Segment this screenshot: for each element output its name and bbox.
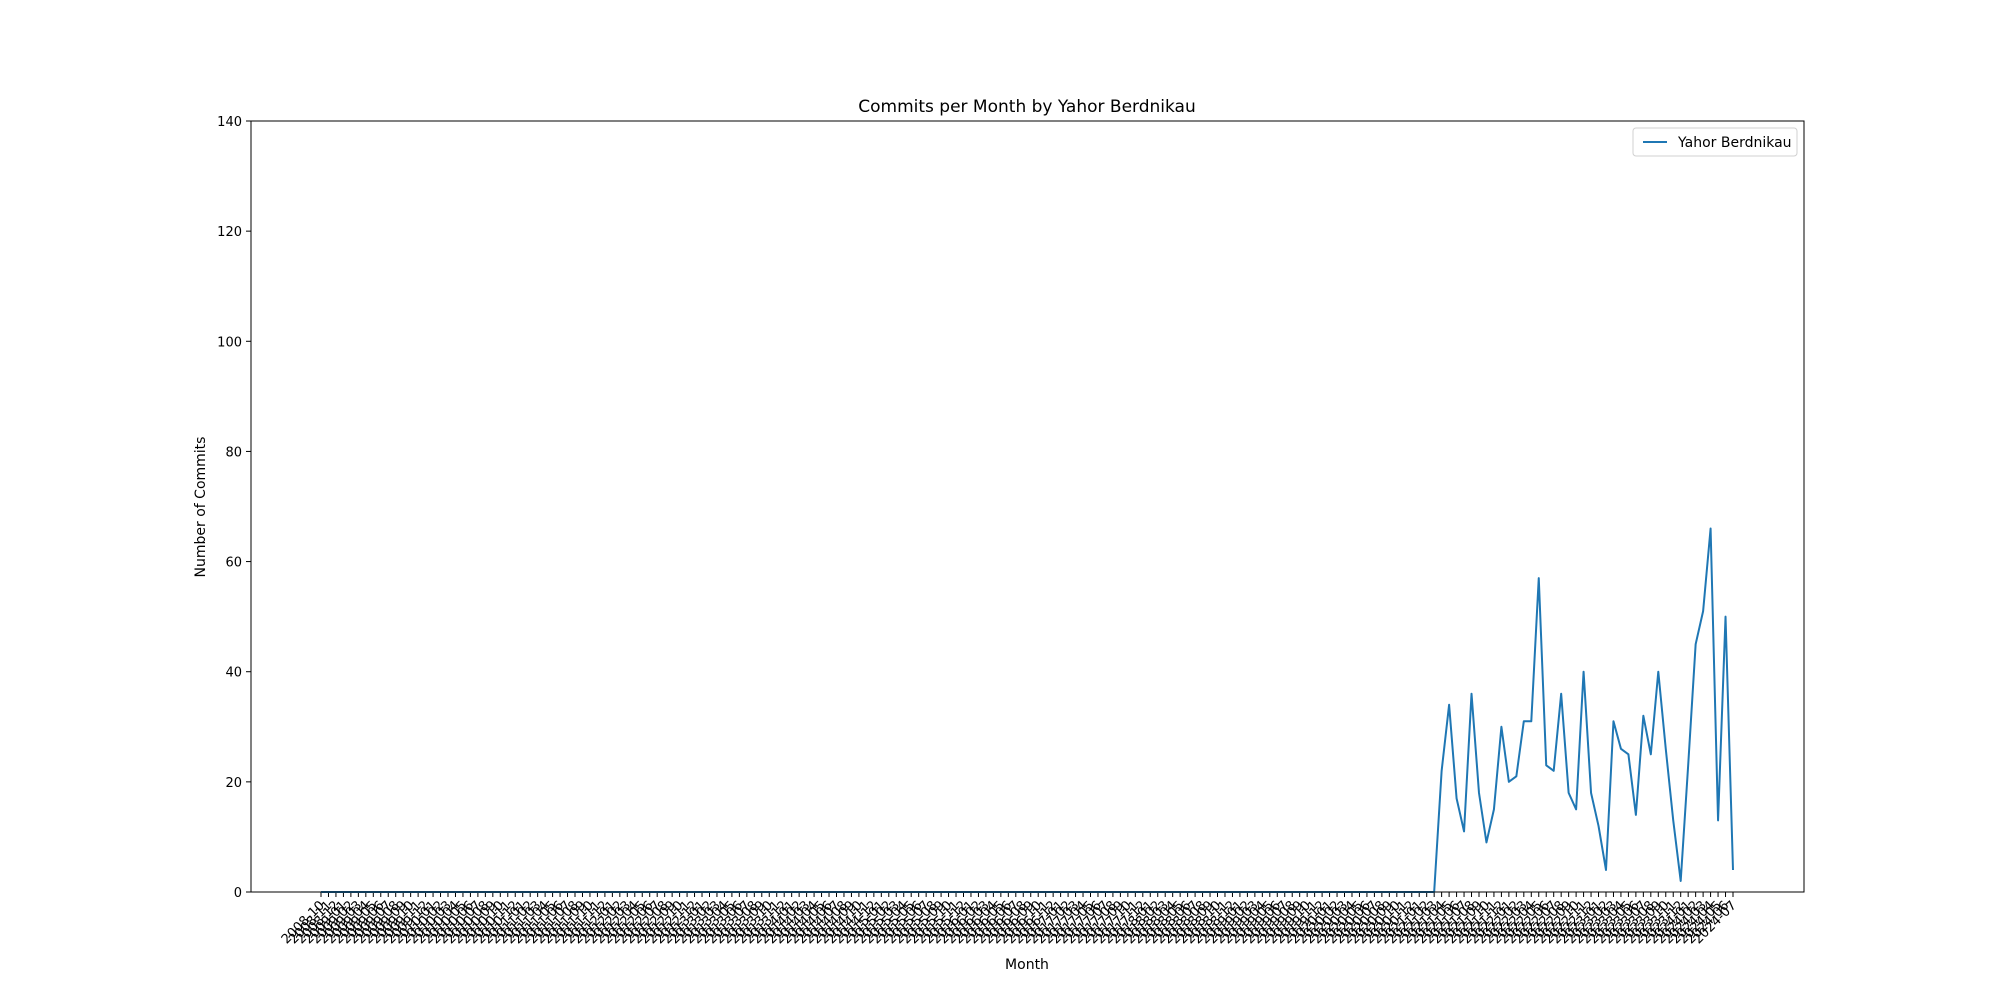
series-group: [321, 527, 1734, 893]
y-axis-label: Number of Commits: [193, 437, 209, 578]
y-tick-label: 20: [225, 776, 242, 791]
x-axis-label: Month: [1005, 957, 1049, 973]
y-tick-label: 120: [217, 225, 242, 240]
series-line: [321, 527, 1734, 893]
y-tick-label: 100: [217, 335, 242, 350]
legend: Yahor Berdnikau: [1632, 127, 1798, 157]
x-axis: 2008-102008-112008-122009-012009-022009-…: [279, 892, 1740, 947]
y-tick-label: 140: [217, 115, 242, 130]
plot-frame: [250, 120, 1805, 893]
y-tick-label: 40: [225, 666, 242, 681]
y-tick-label: 0: [234, 886, 242, 901]
y-tick-label: 80: [225, 445, 242, 460]
y-axis: 0 20 40 60 80 100 120 140: [217, 115, 251, 901]
chart-title: Commits per Month by Yahor Berdnikau: [858, 97, 1196, 117]
legend-box: [1632, 127, 1798, 157]
legend-label: Yahor Berdnikau: [1677, 135, 1792, 151]
y-tick-label: 60: [225, 556, 242, 571]
